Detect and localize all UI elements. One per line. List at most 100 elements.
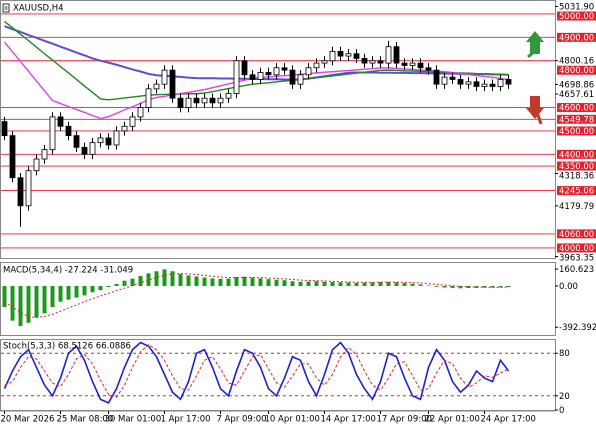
candle-body — [345, 53, 352, 57]
candle-body — [465, 81, 472, 85]
candle-body — [489, 83, 496, 87]
candle-body — [377, 60, 384, 64]
histogram-bar — [138, 275, 143, 286]
candle-body — [369, 60, 376, 64]
candle-body — [449, 76, 456, 80]
candle-body — [409, 62, 416, 66]
histogram-bar — [378, 281, 383, 286]
x-tick-label: 22 Apr 01:00 — [425, 415, 480, 425]
histogram-bar — [26, 285, 31, 323]
indicator-line — [4, 273, 509, 319]
indicator-line — [3, 341, 510, 404]
level-label-box — [557, 126, 596, 136]
histogram-bar — [250, 277, 255, 286]
stoch-title: Stoch(5,3,3) 68.5126 66.0886 — [3, 342, 131, 352]
y-tick-label: 80 — [559, 349, 570, 359]
histogram-bar — [482, 285, 487, 288]
histogram-bar — [354, 282, 359, 286]
histogram-bar — [122, 280, 127, 286]
histogram-bar — [298, 281, 303, 286]
y-tick-label: 4698.86 — [559, 80, 594, 90]
y-tick-label: 4245.06 — [559, 187, 594, 197]
down-arrow-icon — [526, 96, 544, 125]
x-tick-label: 20 Mar 2026 — [1, 415, 55, 425]
level-label-box — [557, 114, 596, 124]
histogram-bar — [322, 281, 327, 286]
y-tick-label: 4500.00 — [559, 127, 594, 137]
candle-body — [321, 60, 328, 64]
level-label-box — [557, 103, 596, 113]
level-label-box — [557, 149, 596, 159]
candle-body — [137, 107, 144, 118]
candle-body — [505, 79, 512, 85]
y-tick-label: 0.00 — [559, 282, 578, 292]
histogram-bar — [442, 285, 447, 288]
candle-body — [473, 81, 480, 87]
indicator-line — [4, 25, 509, 81]
y-tick-label: 4350.00 — [559, 162, 594, 172]
histogram-bar — [34, 285, 39, 318]
histogram-bar — [186, 275, 191, 286]
histogram-bar — [402, 283, 407, 286]
y-tick-label: 5031.90 — [559, 3, 594, 13]
y-tick-label: 4600.00 — [559, 104, 594, 114]
candle-body — [257, 72, 264, 80]
histogram-bar — [434, 285, 439, 287]
candle-body — [393, 46, 400, 64]
candle-body — [81, 146, 88, 155]
candle-body — [353, 53, 360, 59]
histogram-bar — [202, 277, 207, 286]
candle-body — [153, 83, 160, 90]
histogram-bar — [154, 271, 159, 286]
histogram-bar — [210, 278, 215, 286]
candle-body — [425, 67, 432, 71]
candle-body — [305, 67, 312, 76]
y-tick-label: 4060.00 — [559, 230, 594, 240]
histogram-bar — [90, 285, 95, 293]
candle-body — [457, 79, 464, 85]
candle-body — [273, 67, 280, 76]
candle-body — [217, 97, 224, 104]
candle-body — [337, 50, 344, 57]
histogram-bar — [330, 281, 335, 286]
candle-body — [225, 93, 232, 99]
histogram-bar — [386, 281, 391, 286]
histogram-bar — [194, 276, 199, 286]
candle-body — [65, 125, 72, 137]
x-tick-label: 14 Apr 17:00 — [321, 415, 376, 425]
candle-body — [1, 121, 8, 137]
y-tick-label: 4400.00 — [559, 150, 594, 160]
y-tick-label: 4800.16 — [559, 57, 594, 67]
histogram-bar — [130, 278, 135, 286]
candle-body — [9, 135, 16, 179]
y-tick-label: 0 — [559, 406, 564, 416]
y-tick-label: 4549.78 — [559, 115, 594, 125]
indicator-line — [4, 344, 509, 398]
histogram-bar — [162, 269, 167, 286]
histogram-bar — [394, 282, 399, 286]
histogram-bar — [314, 281, 319, 286]
candle-body — [25, 170, 32, 207]
title-icon — [2, 3, 10, 13]
histogram-bar — [450, 285, 455, 289]
level-label-box — [557, 186, 596, 196]
histogram-bar — [66, 285, 71, 300]
histogram-bar — [474, 285, 479, 288]
histogram-bar — [234, 277, 239, 286]
level-label-box — [557, 161, 596, 171]
candle-body — [73, 135, 80, 148]
candle-body — [433, 69, 440, 85]
x-tick-label: 7 Apr 09:00 — [217, 415, 267, 425]
candle-body — [57, 116, 64, 127]
candle-body — [105, 137, 112, 146]
candle-body — [49, 116, 56, 151]
histogram-bar — [370, 282, 375, 286]
y-tick-label: 4179.79 — [559, 202, 594, 212]
candle-body — [249, 74, 256, 80]
histogram-bar — [74, 285, 79, 298]
histogram-bar — [346, 282, 351, 286]
candle-body — [129, 116, 136, 127]
candle-body — [289, 69, 296, 85]
